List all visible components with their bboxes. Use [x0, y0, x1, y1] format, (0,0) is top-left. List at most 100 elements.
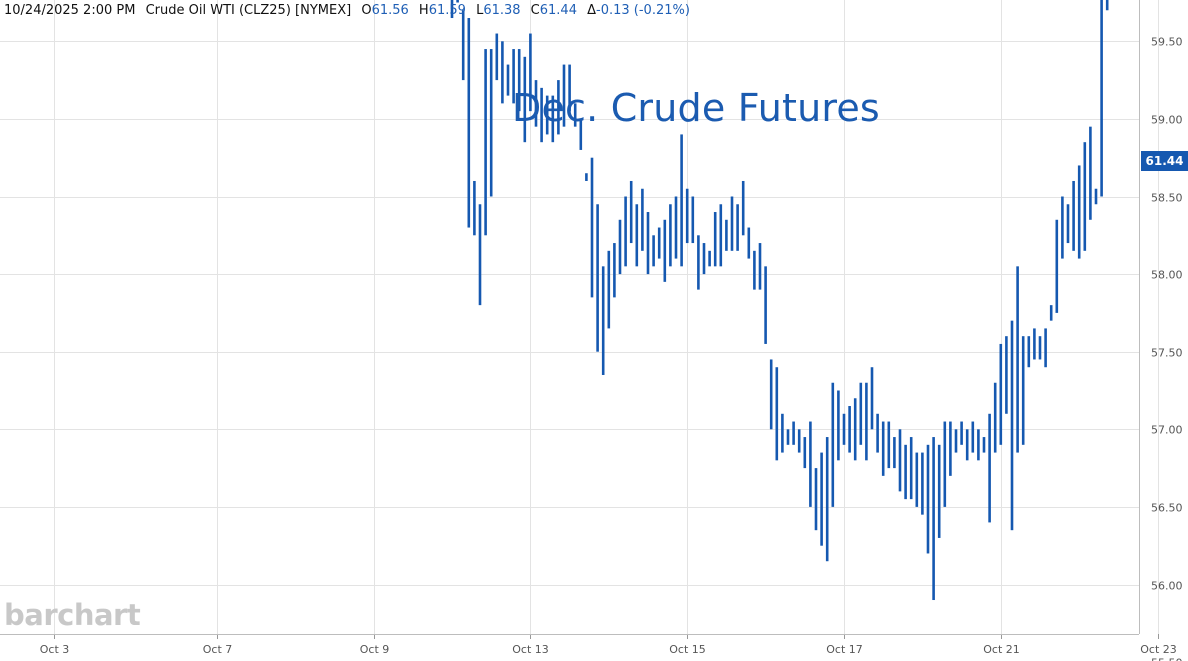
- price-bars: [450, 0, 1109, 601]
- price-bar: [982, 437, 986, 453]
- header-close-label: C: [530, 3, 540, 18]
- price-bar: [529, 33, 532, 112]
- price-bar: [1005, 336, 1008, 414]
- price-bar: [937, 444, 941, 538]
- price-bar: [848, 406, 851, 453]
- price-bar: [747, 227, 751, 259]
- price-bar: [870, 367, 874, 430]
- price-bar: [540, 87, 543, 143]
- price-bar: [842, 413, 846, 445]
- price-bar: [999, 343, 1003, 445]
- x-tick-label: Oct 9: [360, 643, 390, 656]
- price-bar: [456, 0, 459, 3]
- price-bar: [1072, 180, 1075, 251]
- price-bar: [557, 80, 560, 135]
- price-bar: [713, 212, 717, 267]
- price-bar: [534, 80, 538, 127]
- price-bar: [568, 64, 571, 112]
- price-bar: [881, 421, 885, 476]
- price-bar: [943, 421, 947, 507]
- price-bar: [1021, 336, 1025, 445]
- header-open-label: O: [361, 3, 372, 18]
- price-bar: [512, 49, 515, 104]
- price-bar: [758, 243, 762, 290]
- price-bar: [523, 56, 527, 143]
- price-bar: [596, 204, 599, 352]
- price-bar: [635, 204, 639, 267]
- price-bar: [1055, 219, 1059, 313]
- price-bar: [753, 250, 756, 290]
- price-bar: [607, 250, 611, 329]
- chart-title: Dec. Crude Futures: [512, 86, 880, 130]
- x-tick-label: Oct 17: [826, 643, 863, 656]
- barchart-watermark: barchart: [4, 598, 141, 632]
- price-bar: [792, 421, 795, 445]
- price-bar: [473, 180, 476, 236]
- header-change-value: -0.13 (-0.21%): [596, 3, 690, 18]
- price-bar: [971, 421, 975, 453]
- y-tick-label: 57.50: [1151, 347, 1183, 360]
- header-high-value: 61.59: [428, 3, 466, 18]
- price-bar: [1061, 196, 1064, 259]
- y-tick-label: 57.00: [1151, 424, 1183, 437]
- price-bar: [685, 188, 689, 244]
- price-bar: [1066, 204, 1070, 244]
- price-bar: [831, 382, 835, 507]
- y-tick-label: 56.00: [1151, 580, 1183, 593]
- price-bar: [646, 212, 650, 275]
- price-bar: [618, 219, 622, 275]
- price-bar: [960, 421, 963, 445]
- y-tick-label: 58.00: [1151, 269, 1183, 282]
- y-tick-label: 55.50: [1151, 657, 1183, 661]
- y-tick-label: 56.50: [1151, 502, 1183, 515]
- price-bar: [775, 367, 779, 461]
- price-bar: [517, 49, 521, 112]
- price-bar: [657, 227, 661, 259]
- header-open-value: 61.56: [371, 3, 409, 18]
- price-bar: [741, 180, 745, 236]
- price-bar: [641, 188, 644, 251]
- price-bar: [904, 444, 907, 500]
- price-bar: [1049, 305, 1053, 321]
- price-bar: [949, 421, 952, 476]
- price-bar: [1033, 328, 1036, 360]
- y-tick-label: 59.00: [1151, 114, 1183, 127]
- price-bar: [837, 390, 840, 461]
- price-bar: [853, 398, 857, 461]
- price-bar: [736, 204, 739, 251]
- price-bar: [697, 235, 700, 290]
- price-bar: [573, 103, 577, 127]
- price-bar: [730, 196, 734, 251]
- price-bar: [814, 468, 818, 531]
- price-bar: [786, 429, 790, 445]
- price-bar: [725, 219, 728, 251]
- x-tick-label: Oct 7: [203, 643, 233, 656]
- price-bar: [1027, 336, 1031, 368]
- x-tick-label: Oct 21: [983, 643, 1020, 656]
- price-bar: [590, 157, 594, 298]
- price-bar: [993, 382, 997, 453]
- price-bar: [450, 0, 454, 19]
- header-instrument: Crude Oil WTI (CLZ25) [NYMEX]: [145, 3, 352, 18]
- price-bar: [887, 421, 891, 469]
- price-bar: [495, 33, 499, 81]
- price-bar: [663, 219, 667, 282]
- price-bar: [702, 243, 706, 275]
- price-bar: [1010, 320, 1014, 531]
- price-bar: [1105, 0, 1109, 11]
- price-bar: [669, 204, 672, 267]
- price-bar: [820, 452, 823, 546]
- price-bar: [915, 452, 919, 507]
- price-bar: [484, 49, 487, 236]
- price-bar: [825, 437, 829, 562]
- price-bar: [674, 196, 678, 259]
- price-bar: [1077, 165, 1081, 259]
- price-bar: [1094, 188, 1098, 205]
- price-bar: [893, 437, 896, 469]
- price-bar: [719, 204, 723, 267]
- price-bar: [501, 41, 504, 104]
- price-bar: [545, 95, 549, 135]
- price-bar: [629, 180, 633, 244]
- price-bar: [803, 437, 807, 469]
